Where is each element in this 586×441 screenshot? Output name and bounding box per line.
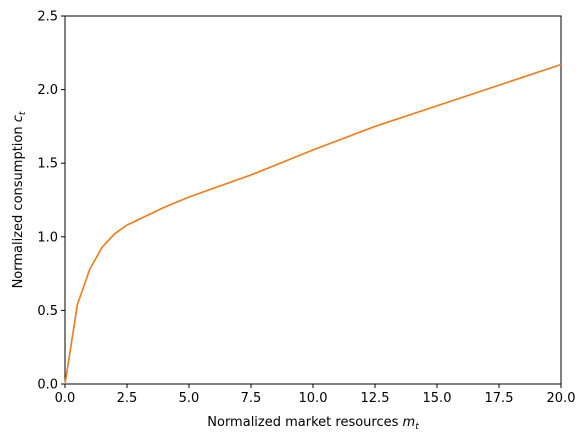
- x-tick-label: 0.0: [55, 391, 76, 406]
- y-axis-label-sub: t: [18, 111, 28, 115]
- x-tick-label: 10.0: [299, 391, 328, 406]
- plot-frame: [64, 15, 562, 385]
- x-tick-label: 20.0: [547, 391, 576, 406]
- y-tick-label: 1.0: [37, 230, 58, 245]
- y-tick-label: 0.0: [37, 378, 58, 393]
- x-axis-label-var: m: [403, 415, 416, 430]
- x-tick-label: 17.5: [485, 391, 514, 406]
- y-axis-label-var: c: [11, 115, 26, 122]
- x-tick-label: 15.0: [423, 391, 452, 406]
- x-axis-label: Normalized market resources mt: [207, 415, 419, 432]
- y-tick-label: 1.5: [37, 157, 58, 172]
- x-tick-label: 7.5: [241, 391, 262, 406]
- y-axis-label: Normalized consumption ct: [11, 111, 28, 288]
- x-tick-label: 5.0: [179, 391, 200, 406]
- y-tick-label: 2.5: [37, 10, 58, 25]
- y-tick-label: 0.5: [37, 304, 58, 319]
- x-axis-label-sub: t: [415, 422, 419, 432]
- data-line: [64, 63, 562, 385]
- data-line: [64, 63, 562, 385]
- y-axis-label-text: Normalized consumption: [11, 126, 26, 288]
- x-tick-label: 12.5: [361, 391, 390, 406]
- y-tick-label: 2.0: [37, 83, 58, 98]
- x-axis-label-text: Normalized market resources: [207, 415, 398, 430]
- x-tick-label: 2.5: [117, 391, 138, 406]
